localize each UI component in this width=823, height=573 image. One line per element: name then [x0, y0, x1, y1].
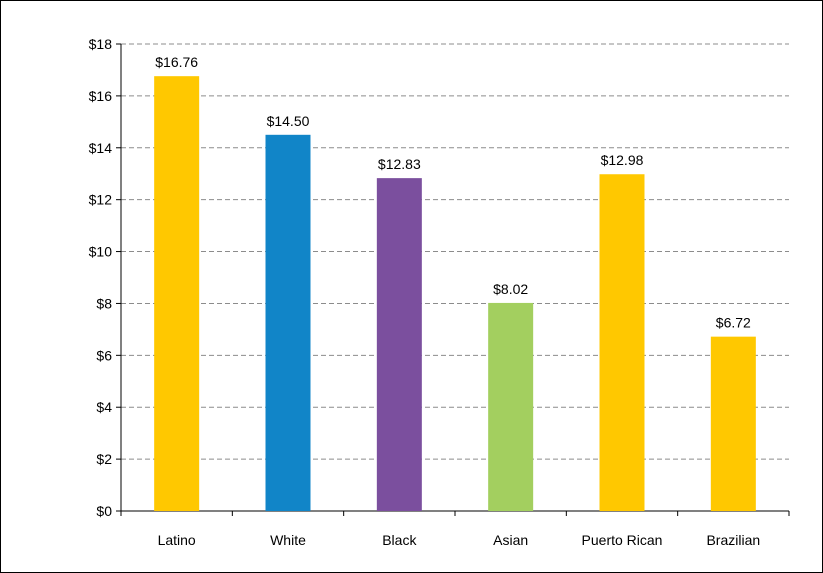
bar-white	[265, 134, 311, 512]
axes	[116, 43, 790, 516]
bar-puerto-rican	[599, 174, 645, 512]
data-label: $16.76	[155, 54, 198, 70]
x-category-label: Asian	[493, 532, 528, 548]
y-tick-label: $6	[96, 347, 112, 363]
y-tick-label: $12	[89, 192, 113, 208]
data-label: $6.72	[716, 315, 751, 331]
bar-asian	[488, 302, 534, 511]
y-tick-label: $16	[89, 88, 113, 104]
data-label: $12.83	[378, 156, 421, 172]
y-tick-label: $4	[96, 399, 112, 415]
bars	[154, 76, 756, 512]
gridlines	[121, 43, 789, 460]
x-category-label: Latino	[158, 532, 196, 548]
data-label: $12.98	[601, 152, 644, 168]
x-category-label: Puerto Rican	[582, 532, 663, 548]
x-category-label: Brazilian	[706, 532, 760, 548]
y-tick-label: $8	[96, 295, 112, 311]
y-tick-label: $0	[96, 503, 112, 519]
y-tick-label: $14	[89, 140, 113, 156]
y-tick-label: $10	[89, 244, 113, 260]
bar-latino	[154, 76, 200, 511]
y-tick-label: $18	[89, 36, 113, 52]
y-tick-label: $2	[96, 451, 112, 467]
x-category-label: White	[270, 532, 306, 548]
data-label: $14.50	[267, 113, 310, 129]
x-category-label: Black	[382, 532, 417, 548]
data-label: $8.02	[493, 281, 528, 297]
labels: $0 $2 $4 $6 $8 $10 $12 $14 $16 $18 $16.76 Latino $14…	[89, 36, 761, 548]
bar-black	[376, 178, 422, 511]
bar-brazilian	[710, 336, 756, 511]
